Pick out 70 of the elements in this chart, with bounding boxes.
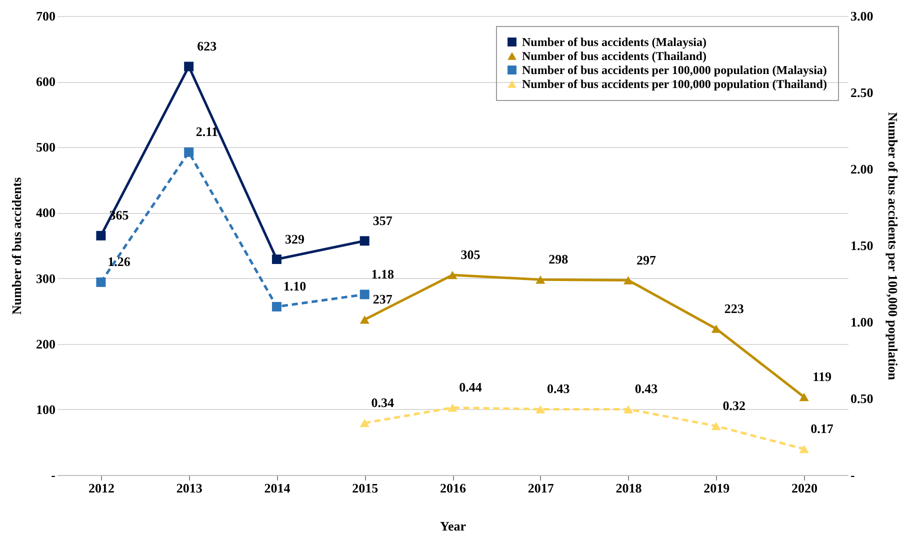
legend-label: Number of bus accidents (Thailand) bbox=[522, 49, 706, 63]
data-label: 329 bbox=[284, 231, 305, 246]
y2-tick-label: - bbox=[850, 468, 855, 482]
data-label: 0.34 bbox=[371, 394, 394, 410]
data-label: 1.18 bbox=[371, 266, 394, 282]
x-tick-label: 2015 bbox=[352, 480, 379, 496]
y2-tick-label: 3.00 bbox=[850, 8, 874, 24]
x-tick-label: 2014 bbox=[264, 480, 291, 496]
point bbox=[711, 324, 721, 333]
y-tick-label: 400 bbox=[36, 205, 56, 220]
y-tick-label: 200 bbox=[36, 336, 56, 352]
x-tick-label: 2018 bbox=[616, 480, 642, 496]
legend-label: Number of bus accidents per 100,000 population (Thailand) bbox=[522, 77, 827, 91]
data-label: 119 bbox=[812, 368, 832, 384]
point bbox=[711, 422, 721, 430]
point bbox=[799, 444, 809, 454]
legend-label: Number of bus accidents per 100,000 population (Malaysia) bbox=[522, 63, 827, 77]
x-tick-label: 2016 bbox=[440, 480, 466, 496]
point bbox=[184, 62, 194, 72]
y2-tick-label: 1.50 bbox=[850, 238, 874, 253]
point bbox=[624, 276, 634, 284]
data-label: 305 bbox=[460, 247, 481, 262]
y2-tick-label: 1.00 bbox=[850, 314, 874, 330]
data-label: 0.17 bbox=[810, 420, 834, 436]
point bbox=[360, 290, 370, 300]
data-label: 0.43 bbox=[547, 381, 570, 396]
point bbox=[96, 277, 106, 287]
x-tick-label: 2020 bbox=[792, 480, 818, 496]
data-label: 0.43 bbox=[634, 381, 658, 396]
data-label: 1.10 bbox=[283, 278, 306, 294]
y-tick-label: - bbox=[51, 468, 56, 482]
point bbox=[360, 418, 370, 428]
y-tick-label: 300 bbox=[36, 270, 56, 286]
y2-tick-label: 2.50 bbox=[850, 85, 874, 100]
point bbox=[360, 236, 370, 246]
point bbox=[96, 230, 106, 240]
point bbox=[799, 392, 809, 402]
data-label: 297 bbox=[636, 252, 657, 268]
point bbox=[360, 315, 370, 324]
data-label: 237 bbox=[372, 292, 393, 307]
point bbox=[536, 405, 546, 414]
data-label: 0.44 bbox=[459, 380, 482, 395]
data-label: 1.26 bbox=[108, 254, 131, 270]
legend-label: Number of bus accidents (Malaysia) bbox=[522, 35, 706, 49]
data-label: 0.32 bbox=[722, 398, 746, 414]
point bbox=[448, 404, 458, 412]
y2-axis-title: Number of bus accidents per 100,000 population bbox=[885, 112, 900, 381]
point bbox=[536, 275, 546, 284]
x-tick-label: 2012 bbox=[88, 480, 114, 496]
y2-tick-label: 2.00 bbox=[850, 162, 874, 176]
y-axis-title: Number of bus accidents bbox=[9, 177, 24, 315]
x-tick-label: 2017 bbox=[528, 480, 554, 496]
y-tick-label: 600 bbox=[36, 74, 56, 90]
data-label: 2.11 bbox=[196, 124, 218, 140]
point bbox=[272, 302, 282, 312]
data-label: 357 bbox=[372, 212, 393, 228]
point bbox=[624, 405, 634, 414]
point bbox=[272, 254, 282, 264]
point bbox=[184, 147, 194, 157]
y-tick-label: 700 bbox=[36, 8, 56, 24]
x-tick-label: 2013 bbox=[176, 480, 203, 496]
data-label: 223 bbox=[724, 300, 744, 316]
x-tick-label: 2019 bbox=[704, 480, 730, 496]
y-tick-label: 100 bbox=[36, 402, 56, 417]
x-axis-title: Year bbox=[440, 518, 466, 534]
y2-tick-label: 0.50 bbox=[850, 391, 874, 406]
point bbox=[448, 270, 458, 280]
data-label: 623 bbox=[197, 38, 218, 54]
y-tick-label: 500 bbox=[36, 140, 56, 155]
data-label: 298 bbox=[548, 252, 569, 267]
